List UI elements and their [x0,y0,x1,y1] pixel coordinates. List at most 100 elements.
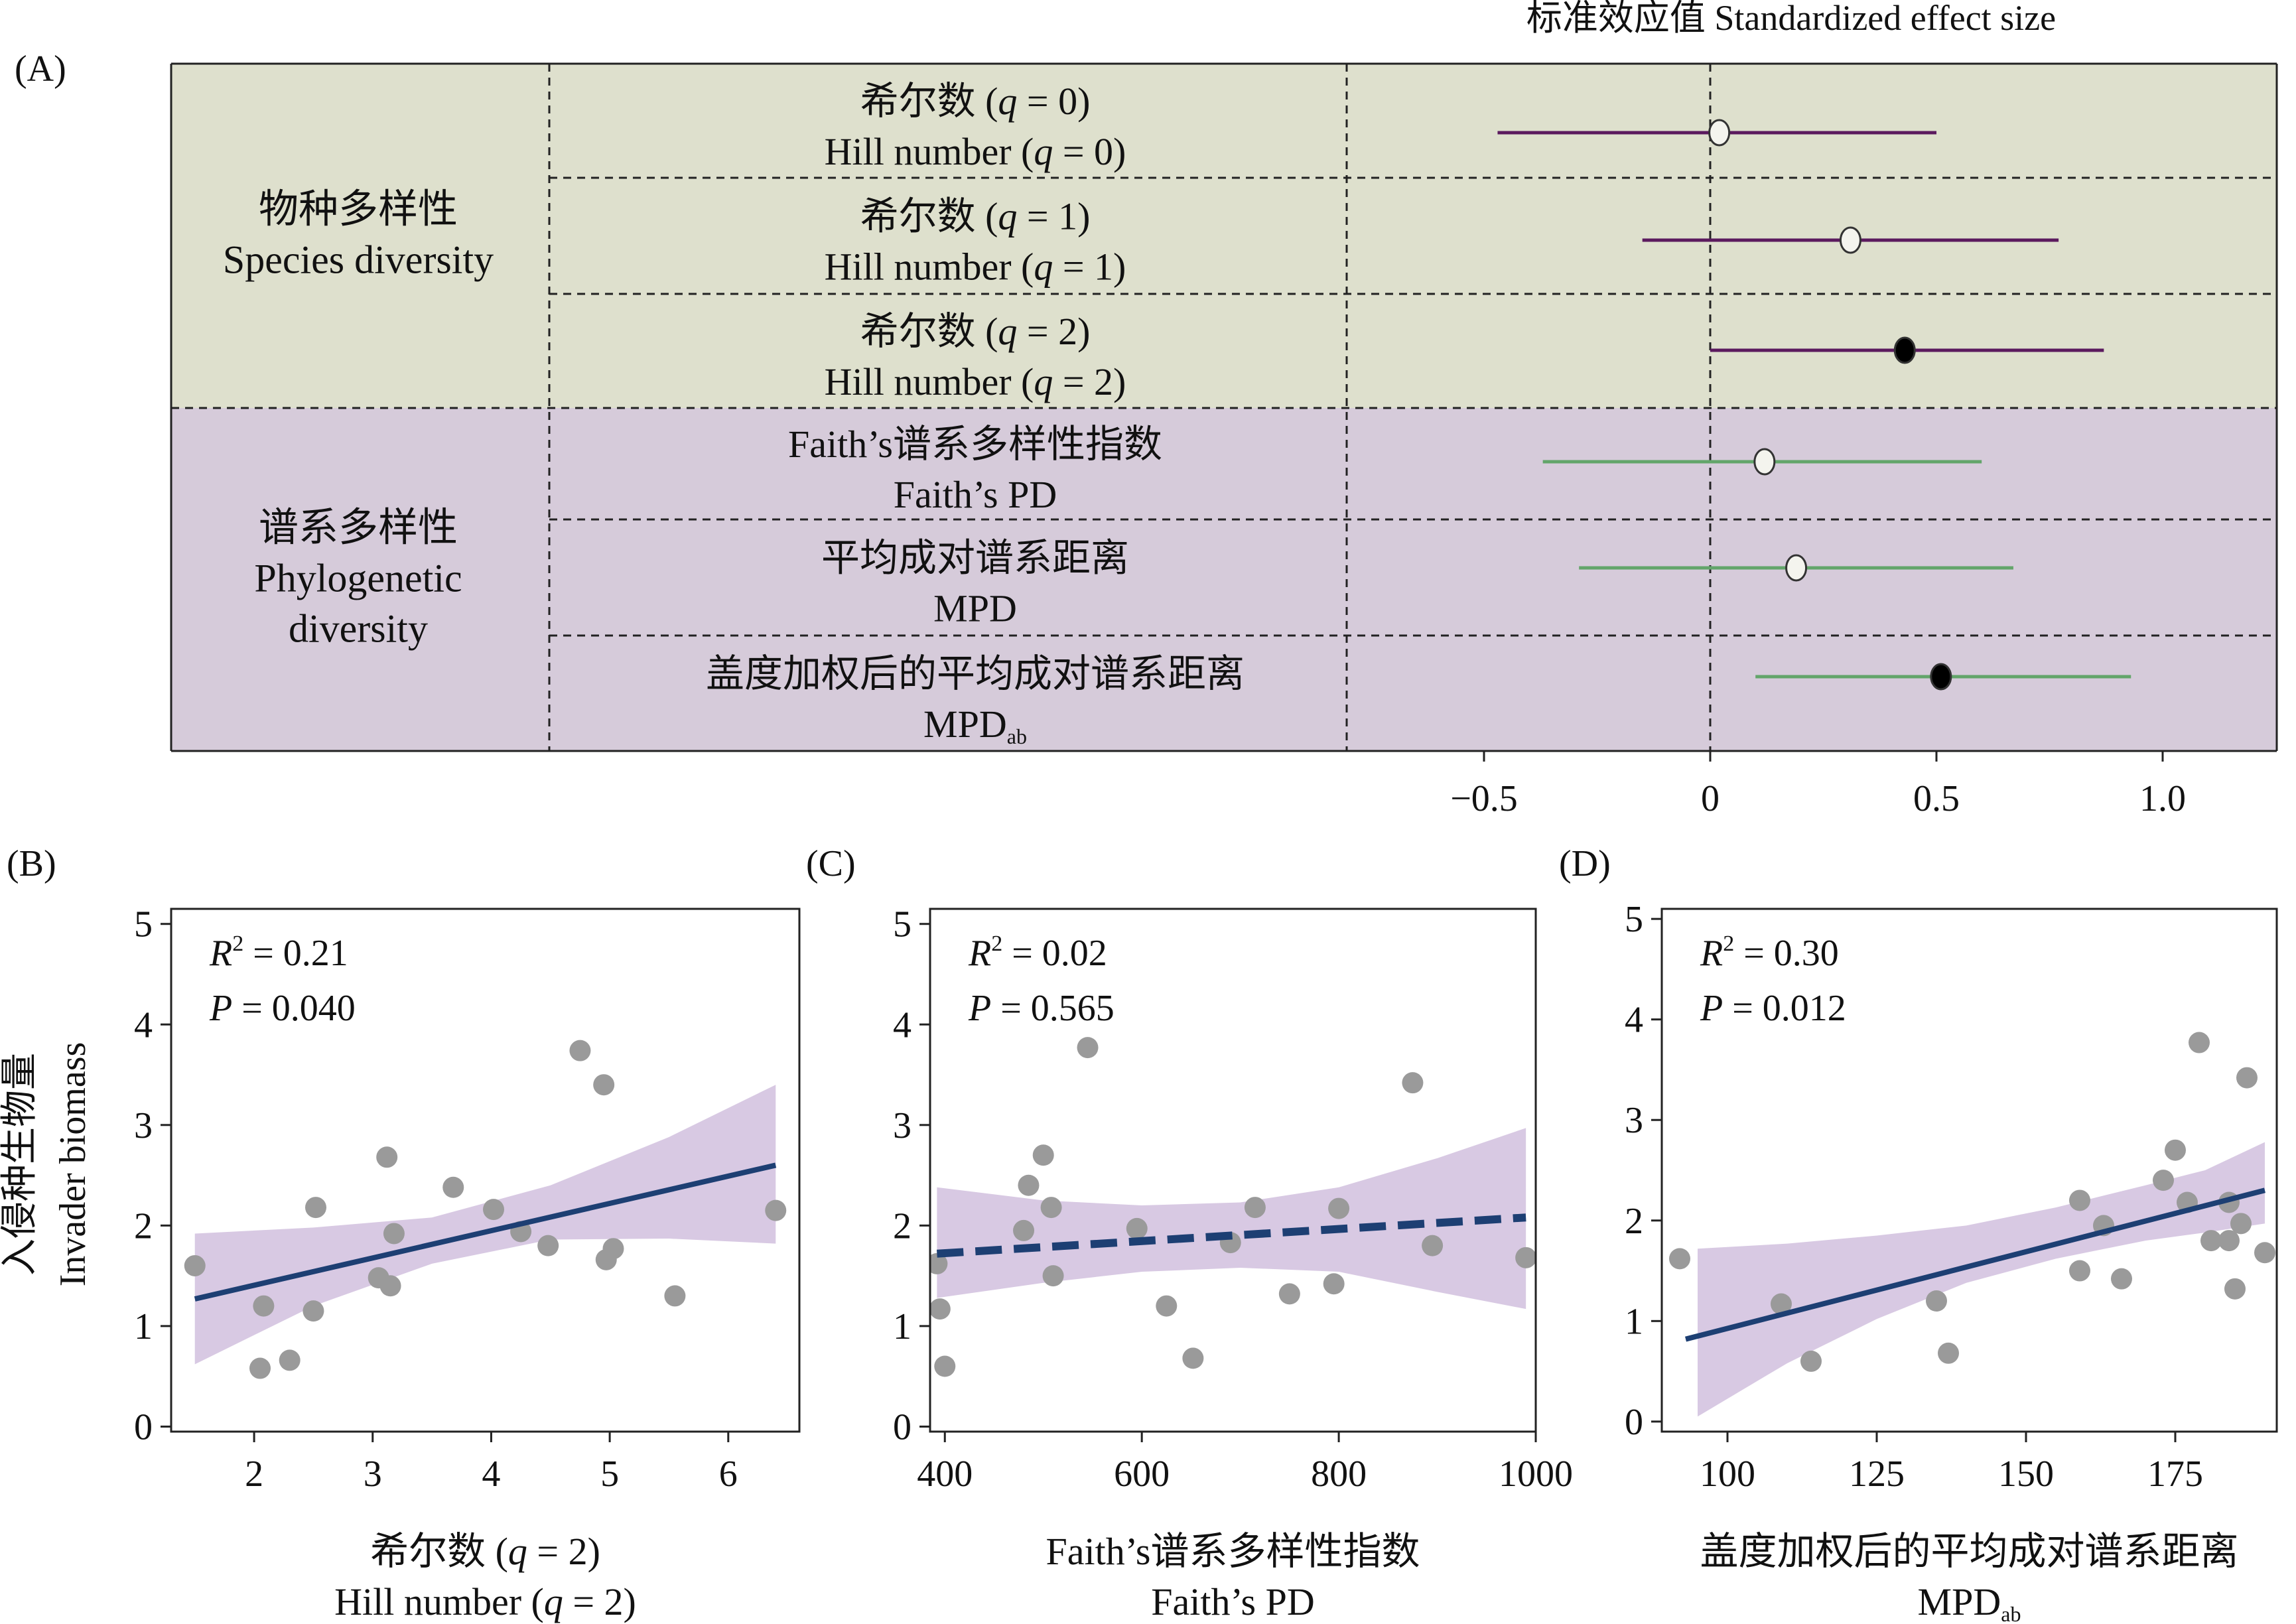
row-label-cn: 平均成对谱系距离 [821,537,1129,580]
data-point [593,1074,615,1096]
y-tick-label: 1 [134,1306,153,1347]
y-tick-label: 3 [134,1105,153,1146]
data-point [1018,1174,1040,1196]
x-axis-title-cn: 希尔数 (q = 2) [370,1530,600,1573]
data-point [2153,1170,2174,1191]
data-point [2069,1260,2090,1282]
plot-frame [929,908,1537,1433]
data-point [279,1349,301,1371]
x-tick-label: 0.5 [1913,778,1960,819]
panel-label-c: (C) [806,843,856,884]
p-value-label: P = 0.565 [968,988,1114,1029]
confidence-band [1698,1142,2265,1417]
data-point [930,1298,951,1320]
forest-x-axis: −0.5 0 0.5 1.0 [171,750,2277,819]
row-label-en: MPDab [923,703,1027,748]
plot-frame [1660,908,2278,1433]
data-point [1422,1235,1444,1256]
panel-c-scatter: 400 600 800 1000 0 1 2 3 4 5 R2 = 0.02 P = 0.565 Fai… [893,904,1573,1623]
y-tick-label: 5 [893,904,912,945]
panel-label-d: (D) [1559,843,1611,884]
row-label-en: Hill number (q = 2) [825,360,1126,403]
y-tick-label: 4 [893,1004,912,1046]
y-axis-title-cn: 入侵种生物量 [0,1053,40,1276]
row-label-cn: 盖度加权后的平均成对谱系距离 [706,652,1245,695]
data-point [2165,1139,2186,1161]
row-label-cn: 希尔数 (q = 1) [860,195,1091,238]
data-point [383,1223,405,1245]
y-tick-label: 3 [893,1105,912,1146]
y-tick-label: 2 [134,1205,153,1247]
r-squared-label: R2 = 0.30 [1700,931,1839,974]
regression-line [1685,1187,2265,1342]
x-tick-label: 400 [917,1454,973,1495]
x-tick-label: 1000 [1499,1454,1573,1495]
data-point [930,1252,948,1274]
row-label-en: Hill number (q = 1) [825,245,1126,289]
data-point [1278,1283,1300,1305]
data-point [1156,1295,1178,1317]
data-point [602,1238,624,1260]
regression-line [194,1162,777,1302]
group-label-en: Phylogenetic [254,557,462,600]
data-point [253,1295,275,1317]
panel-a-forest-plot: 物种多样性 Species diversity 谱系多样性 Phylogenetic d… [15,0,2278,819]
data-point [1032,1144,1054,1166]
estimate-point [1839,226,1861,254]
row-label-cn: 希尔数 (q = 2) [860,310,1091,353]
data-point [1328,1197,1350,1219]
x-axis-title-cn: Faith’s谱系多样性指数 [1046,1530,1420,1573]
data-point [537,1235,559,1256]
forest-title: 标准效应值 Standardized effect size [1526,0,2056,38]
data-point [2111,1268,2132,1290]
y-tick-label: 4 [1625,1000,1643,1041]
confidence-band [194,1085,776,1365]
data-point [1800,1350,1822,1372]
data-point [1042,1265,1064,1287]
confidence-band [937,1128,1526,1310]
p-value-label: P = 0.012 [1700,988,1846,1029]
y-tick-label: 0 [893,1406,912,1448]
forest-grid-lines [170,62,2278,751]
data-point [1669,1248,1690,1270]
data-point [1244,1197,1266,1219]
y-axis-title-en: Invader biomass [52,1042,94,1287]
x-tick-label: 600 [1114,1454,1170,1495]
data-point [2200,1230,2222,1252]
row-label-en: Faith’s PD [894,473,1057,516]
group-label-cn: 谱系多样性 [259,506,458,550]
data-point [249,1357,271,1379]
x-axis-title-cn: 盖度加权后的平均成对谱系距离 [1700,1530,2238,1573]
x-axis-title-en: Faith’s PD [1151,1580,1315,1623]
x-tick-label: 4 [482,1454,500,1495]
data-point [1771,1293,1792,1315]
data-point [304,1197,326,1219]
row-label-en: MPD [933,587,1017,630]
data-point [765,1199,787,1221]
row-label-cn: Faith’s谱系多样性指数 [788,423,1162,466]
panel-label-a: (A) [15,48,66,90]
y-tick-label: 5 [134,904,153,945]
estimate-point [1708,119,1731,147]
forest-row-labels: 物种多样性 Species diversity 谱系多样性 Phylogenetic d… [223,80,1245,748]
x-tick-label: 2 [245,1454,263,1495]
x-tick-label: 800 [1311,1454,1367,1495]
data-point [934,1355,956,1377]
plot-frame [170,908,801,1433]
x-tick-label: 175 [2147,1454,2203,1495]
x-axis-title-en: MPDab [1918,1580,2021,1624]
species-diversity-background [171,64,2277,408]
panel-d-scatter: 100 125 150 175 0 1 2 3 4 5 R2 = 0.30 P = 0.012 盖度加权… [1625,899,2278,1624]
data-point [1402,1072,1424,1094]
data-point [2069,1189,2090,1211]
data-point [2218,1230,2240,1252]
data-point [442,1176,464,1198]
group-label-en: diversity [289,607,428,651]
data-point [376,1146,398,1168]
y-tick-label: 4 [134,1004,153,1046]
group-label-en: Species diversity [223,238,494,282]
regression-line [937,1213,1526,1258]
group-label-cn: 物种多样性 [259,188,458,232]
data-point [1013,1219,1035,1241]
